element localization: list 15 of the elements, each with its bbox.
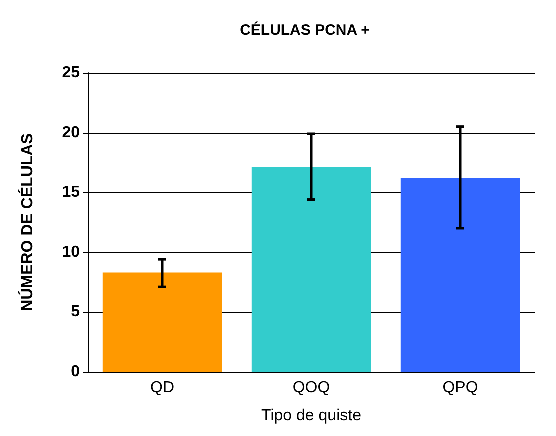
y-tick-label: 25 (62, 64, 80, 82)
y-tick-label: 20 (62, 124, 80, 142)
y-axis-title: NÚMERO DE CÉLULAS (18, 133, 36, 312)
bar (252, 167, 372, 372)
x-axis-title: Tipo de quiste (262, 408, 362, 424)
x-tick-label: QOQ (292, 380, 330, 396)
y-tick-label: 5 (71, 304, 80, 321)
y-tick-label: 10 (62, 244, 80, 261)
y-tick-label: 0 (71, 364, 80, 380)
x-tick-label: QPQ (442, 380, 478, 396)
x-tick-label: QD (150, 380, 174, 396)
chart-title: CÉLULAS PCNA + (240, 21, 370, 39)
bar (102, 272, 222, 372)
y-tick-label: 15 (62, 184, 80, 202)
bar (400, 178, 520, 372)
